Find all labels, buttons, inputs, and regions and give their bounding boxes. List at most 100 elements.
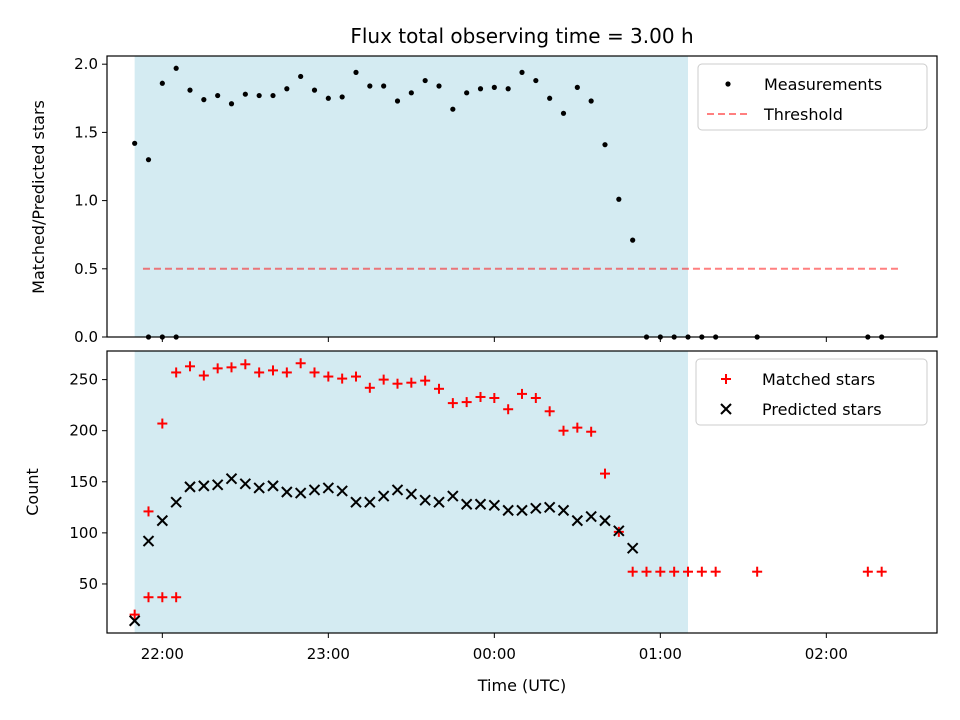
measurement-point [311,87,318,93]
predicted-star-point [460,498,473,510]
x-tick-label: 02:00 [805,645,848,663]
measurement-point [547,95,553,101]
matched-star-point [752,566,763,577]
matched-star-point [447,398,458,409]
predicted-star-point [543,501,556,514]
predicted-star-point [350,496,362,508]
predicted-marker-b [502,504,514,517]
matched-star-point [212,363,223,374]
top-legend: Measurements Threshold [697,63,928,131]
predicted-marker-b [516,504,528,517]
matched-star-point [517,388,527,399]
matched-star-point [406,377,417,388]
predicted-marker-b [391,484,404,496]
predicted-marker-b [585,510,597,523]
predicted-star-point [198,480,210,492]
matched-star-point [323,371,334,382]
matched-star-point [586,426,597,437]
predicted-marker-b [239,478,252,490]
predicted-marker-b [405,488,418,500]
measurement-point [132,140,138,146]
predicted-star-point [626,542,639,554]
predicted-marker-b [419,494,431,506]
measurement-point [505,86,511,92]
predicted-star-point [391,484,404,496]
matched-star-point [337,373,348,384]
predicted-marker-b [184,481,196,493]
x-tick-label: 00:00 [473,645,516,663]
predicted-marker-b [128,615,141,627]
predicted-marker-b [198,480,210,492]
measurement-point [381,83,387,89]
predicted-star-point [377,490,390,502]
predicted-marker-b [613,525,625,537]
predicted-marker-b [530,502,542,515]
matched-star-point [364,382,375,393]
predicted-star-point [530,502,542,515]
legend-measurement-marker [725,81,731,87]
predicted-marker-b [599,514,611,527]
predicted-star-point [322,482,335,494]
predicted-star-point [613,525,625,537]
measurement-point [630,237,636,243]
matched-star-point [420,375,431,386]
predicted-star-point [142,535,155,547]
predicted-star-point [585,510,597,523]
predicted-star-point [156,514,169,527]
top-y-tick-label: 1.5 [74,123,98,141]
predicted-marker-b [571,514,584,527]
predicted-marker-b [211,479,224,491]
measurement-point [353,69,359,75]
measurement-point [187,87,193,93]
predicted-marker-b [557,504,570,517]
matched-star-point [157,418,168,429]
measurement-point [464,90,470,96]
top-y-tick-label: 2.0 [74,55,98,73]
predicted-star-point [267,480,279,492]
bottom-axes-frame [106,350,938,634]
measurement-point [228,101,235,107]
measurement-point [284,86,290,92]
x-tick-label: 01:00 [639,645,682,663]
measurement-point [588,98,594,104]
matched-star-point [198,370,209,381]
measurement-point [491,84,497,90]
matched-star-point [157,592,168,603]
matched-star-point [461,397,472,408]
measurement-point [602,142,608,148]
matched-star-point [185,361,195,372]
predicted-marker-b [364,496,376,508]
matched-star-point [392,378,403,389]
matched-star-point [544,406,555,417]
measurement-point [519,69,525,75]
measurement-point [270,92,276,99]
measurement-point [367,83,373,89]
predicted-marker-b [281,486,293,498]
predicted-marker-b [253,482,265,494]
legend-entry: Measurements [764,75,882,94]
measurement-point [616,196,622,202]
predicted-marker-b [267,480,279,492]
measurement-point [560,110,567,116]
top-y-tick-label: 1.0 [74,192,98,210]
predicted-star-point [308,484,321,496]
legend-entry: Threshold [763,105,843,124]
predicted-star-point [364,496,376,508]
predicted-marker-b [460,498,473,510]
predicted-star-point [516,504,528,517]
predicted-star-point [571,514,584,527]
matched-star-point [503,404,514,415]
predicted-star-point [239,478,252,490]
predicted-star-point [433,496,445,508]
bottom-legend: Matched stars Predicted stars [695,358,928,426]
top-y-tick-label: 0.5 [74,260,98,278]
measurement-point [477,86,484,92]
predicted-marker-b [377,490,390,502]
matched-star-point [351,371,361,382]
predicted-marker-b [350,496,362,508]
matched-star-point [309,367,320,378]
predicted-marker-b [322,482,335,494]
bottom-y-axis-label: Count [23,468,42,516]
matched-star-point [378,374,389,385]
predicted-marker-b [433,496,445,508]
